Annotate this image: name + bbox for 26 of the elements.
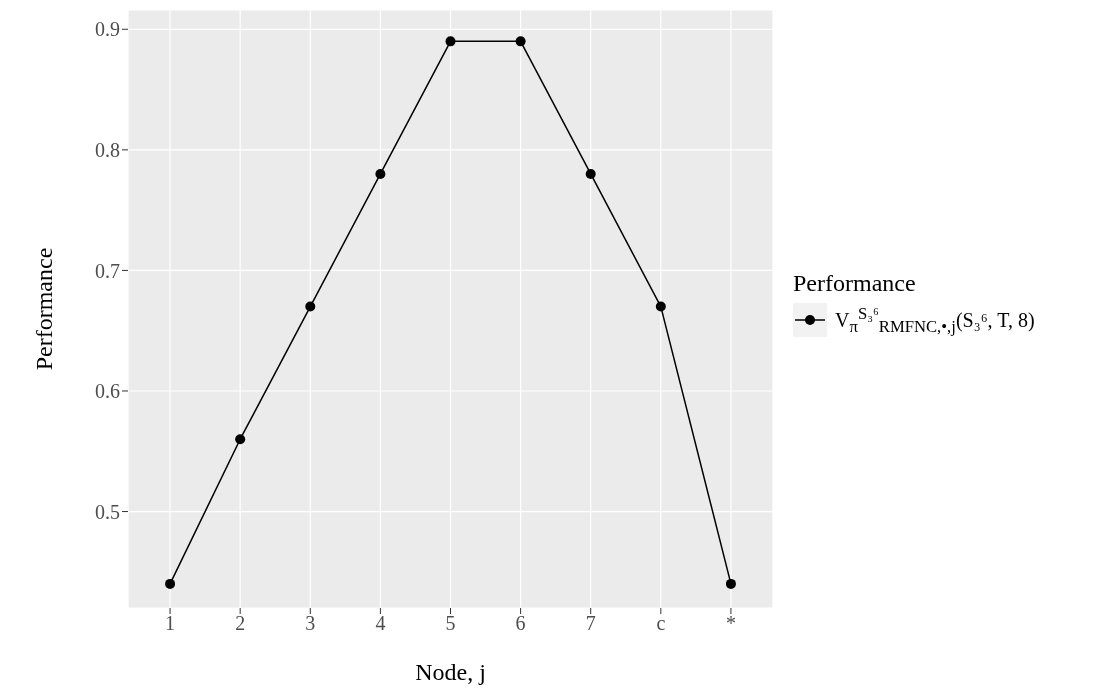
x-tick-label: 3 (305, 612, 316, 635)
point (585, 168, 596, 179)
y-tick-label: 0.7 (95, 259, 120, 282)
point (305, 301, 316, 312)
x-tick-label: 6 (515, 612, 526, 635)
y-tick-label: 0.8 (95, 138, 120, 161)
x-tick-label: c (656, 612, 666, 635)
point (515, 36, 526, 47)
point (165, 578, 176, 589)
x-tick-label: 4 (375, 612, 386, 635)
y-tick-label: 0.6 (95, 380, 120, 403)
point (235, 434, 246, 445)
x-tick-label: 2 (235, 612, 246, 635)
x-tick-label: * (725, 612, 736, 635)
point (655, 301, 666, 312)
x-axis-title: Node, j (415, 659, 486, 685)
y-tick-label: 0.9 (95, 18, 120, 41)
y-tick-label: 0.5 (95, 500, 120, 523)
x-tick-label: 5 (445, 612, 456, 635)
legend-title: Performance (793, 270, 917, 297)
point (375, 168, 386, 179)
y-axis-title: Performance (30, 247, 57, 371)
point (445, 36, 456, 47)
x-tick-label: 7 (585, 612, 596, 635)
x-tick-label: 1 (165, 612, 176, 635)
point (725, 578, 736, 589)
